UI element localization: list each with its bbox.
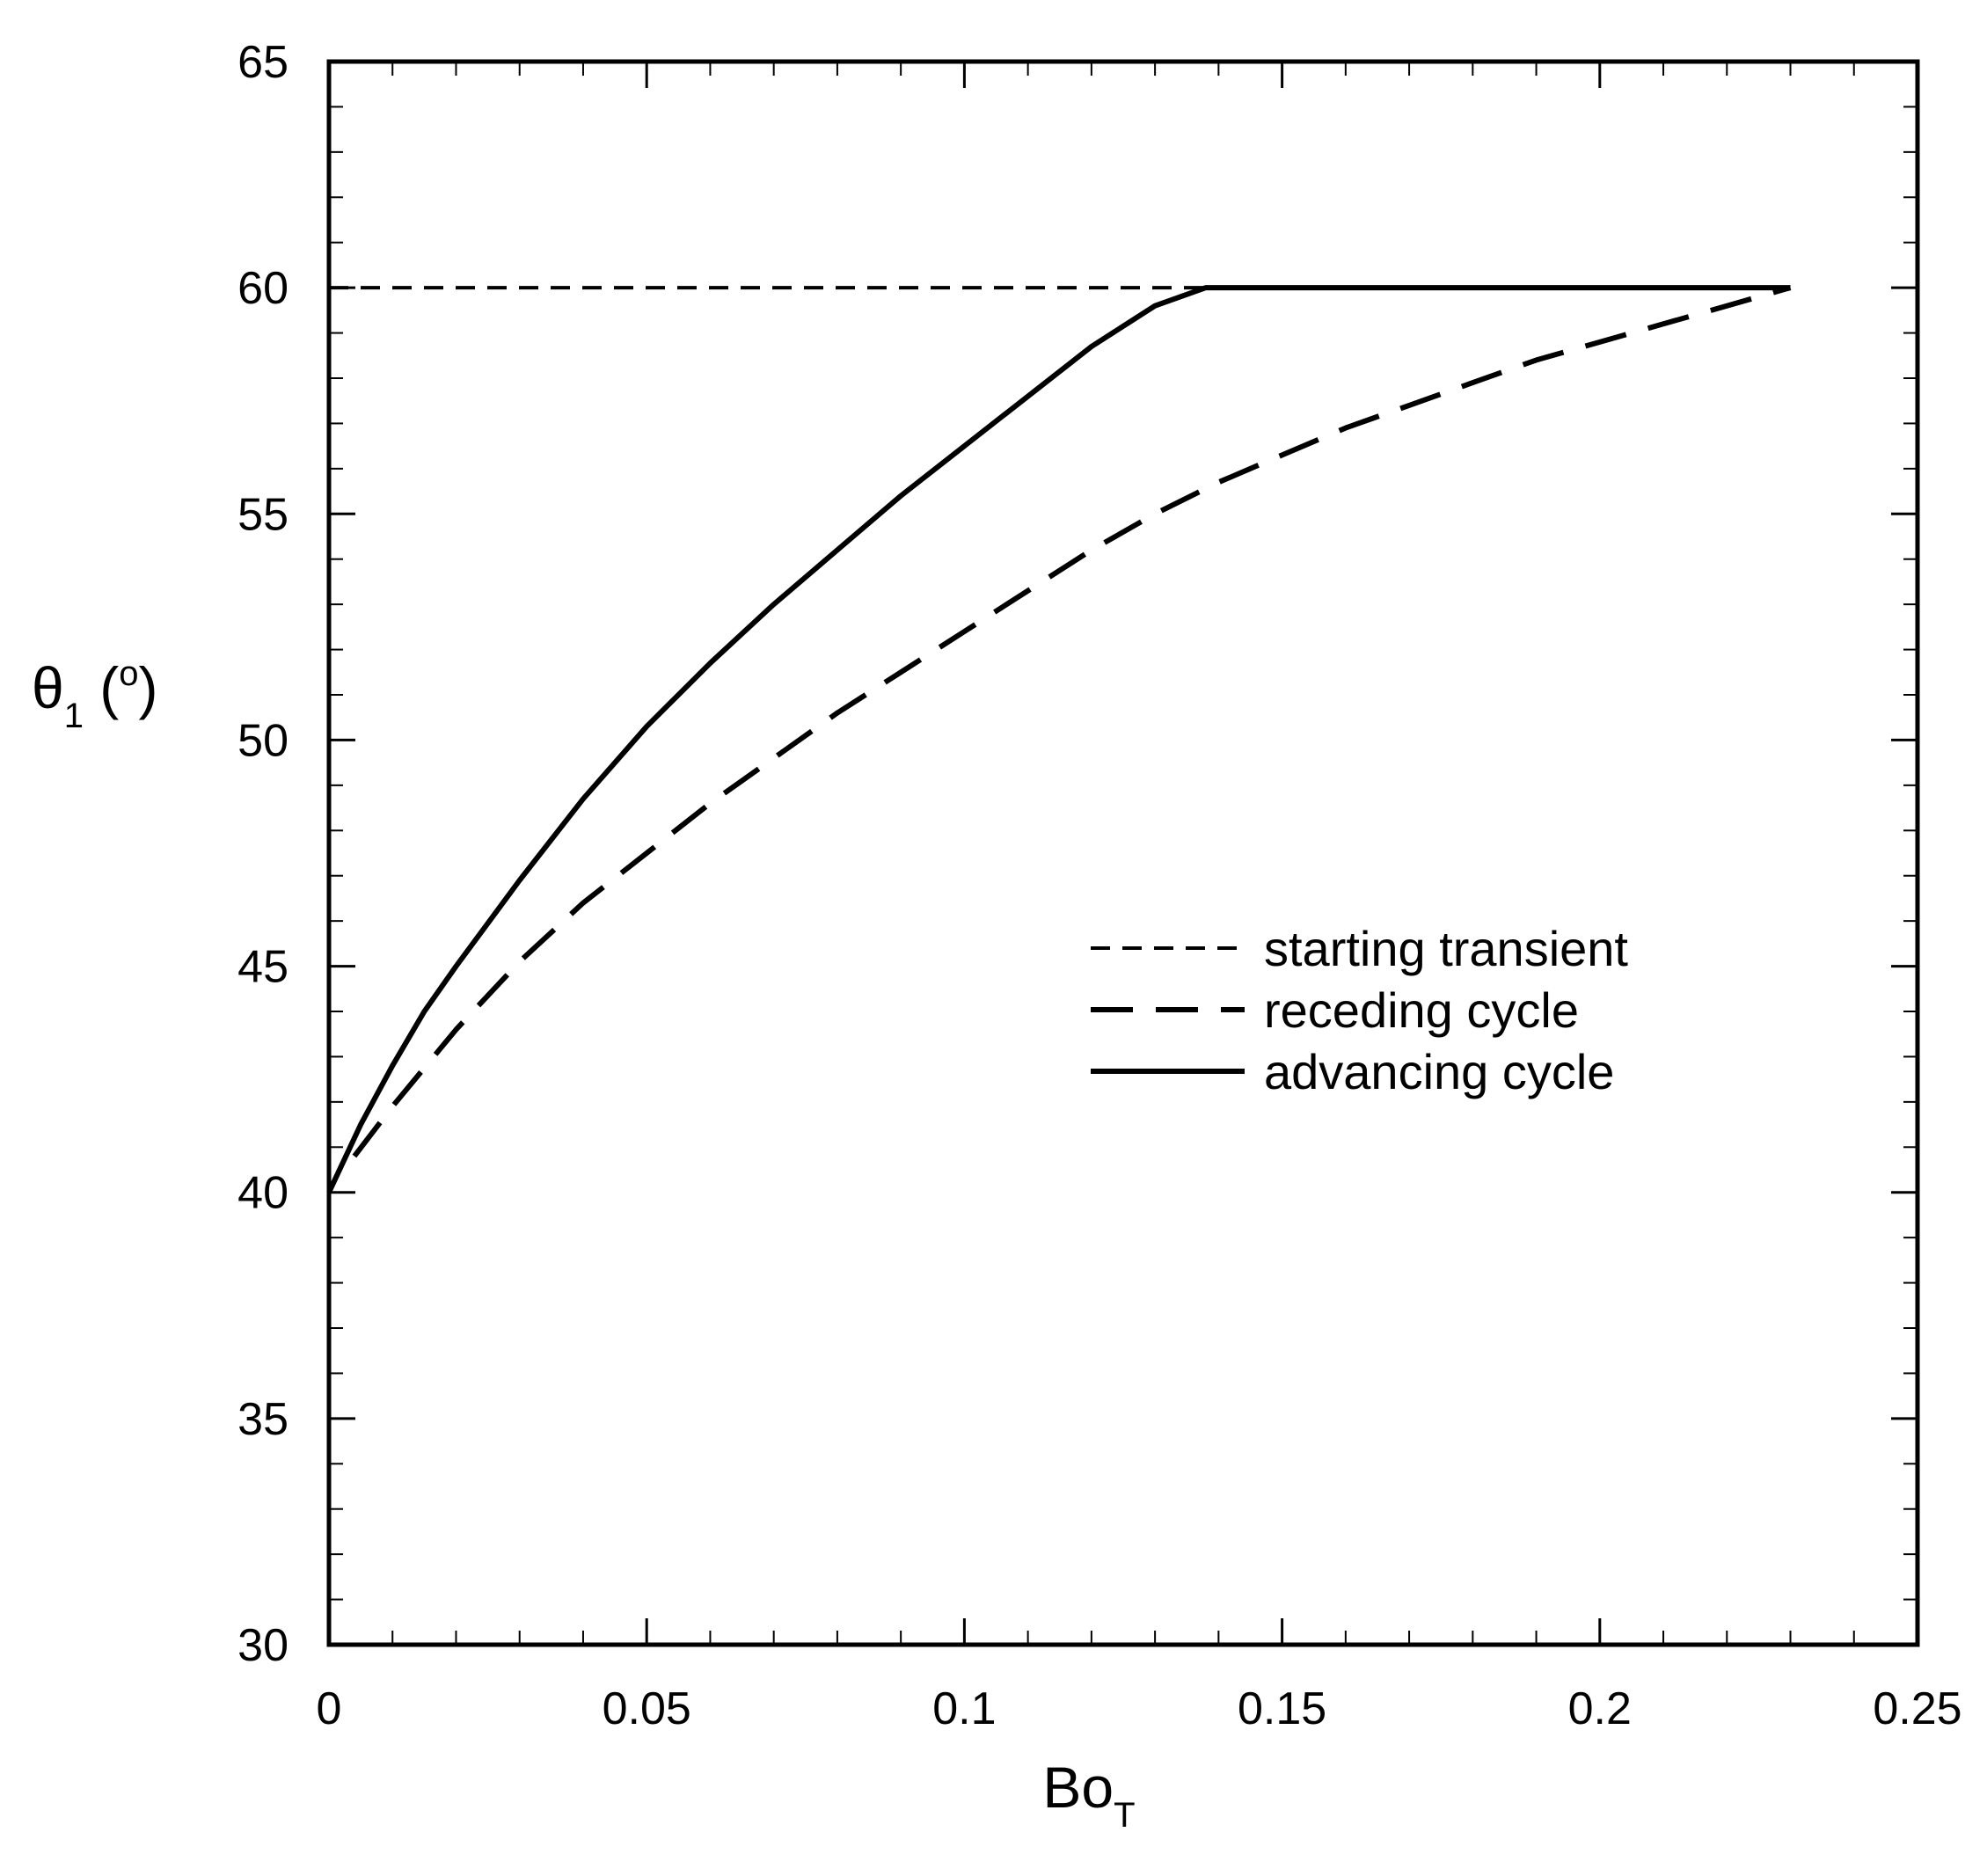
y-tick-label: 55 <box>237 489 289 540</box>
plot-frame <box>326 59 1920 1647</box>
legend-item: advancing cycle <box>1091 1044 1614 1099</box>
y-axis-title-open: ( <box>84 655 119 720</box>
series-advancing-cycle-line <box>326 285 1791 1193</box>
legend-label: receding cycle <box>1264 982 1579 1038</box>
x-axis-title: BoT <box>1042 1755 1135 1835</box>
major-ticks <box>327 60 1919 1646</box>
x-tick-label: 0.05 <box>603 1683 691 1734</box>
y-tick-label: 30 <box>237 1620 289 1671</box>
y-axis-title-degree: o <box>119 654 138 693</box>
y-tick-label: 50 <box>237 715 289 766</box>
legend-label: advancing cycle <box>1264 1044 1614 1099</box>
y-tick-label: 45 <box>237 942 289 993</box>
series-layer <box>326 285 1792 1193</box>
x-tick-label: 0.25 <box>1873 1683 1961 1734</box>
legend-item: starting transient <box>1091 921 1628 976</box>
x-tick-label: 0.15 <box>1238 1683 1326 1734</box>
y-tick-label: 40 <box>237 1168 289 1219</box>
minor-ticks <box>329 62 1918 1645</box>
x-axis-title-sub: T <box>1114 1796 1135 1835</box>
x-tick-label: 0.2 <box>1568 1683 1632 1734</box>
y-axis-title-main: θ <box>32 655 64 720</box>
y-axis-title-close: ) <box>139 655 158 720</box>
y-tick-label: 65 <box>237 37 289 88</box>
y-axis-title-sub: 1 <box>64 697 84 735</box>
y-tick-label: 60 <box>237 263 289 314</box>
legend-label: starting transient <box>1264 921 1628 976</box>
x-tick-labels: 0 0.05 0.1 0.15 0.2 0.25 <box>317 1683 1962 1734</box>
legend-item: receding cycle <box>1091 982 1579 1038</box>
x-tick-label: 0.1 <box>932 1683 996 1734</box>
legend: starting transient receding cycle advancin… <box>1091 921 1628 1099</box>
y-axis-title: θ1 (o) <box>32 654 158 735</box>
x-tick-label: 0 <box>317 1683 342 1734</box>
y-tick-label: 35 <box>237 1394 289 1445</box>
x-axis-title-main: Bo <box>1042 1755 1114 1820</box>
y-tick-labels: 30 35 40 45 50 55 60 65 <box>237 37 289 1671</box>
series-receding-cycle-line <box>352 285 1792 1158</box>
